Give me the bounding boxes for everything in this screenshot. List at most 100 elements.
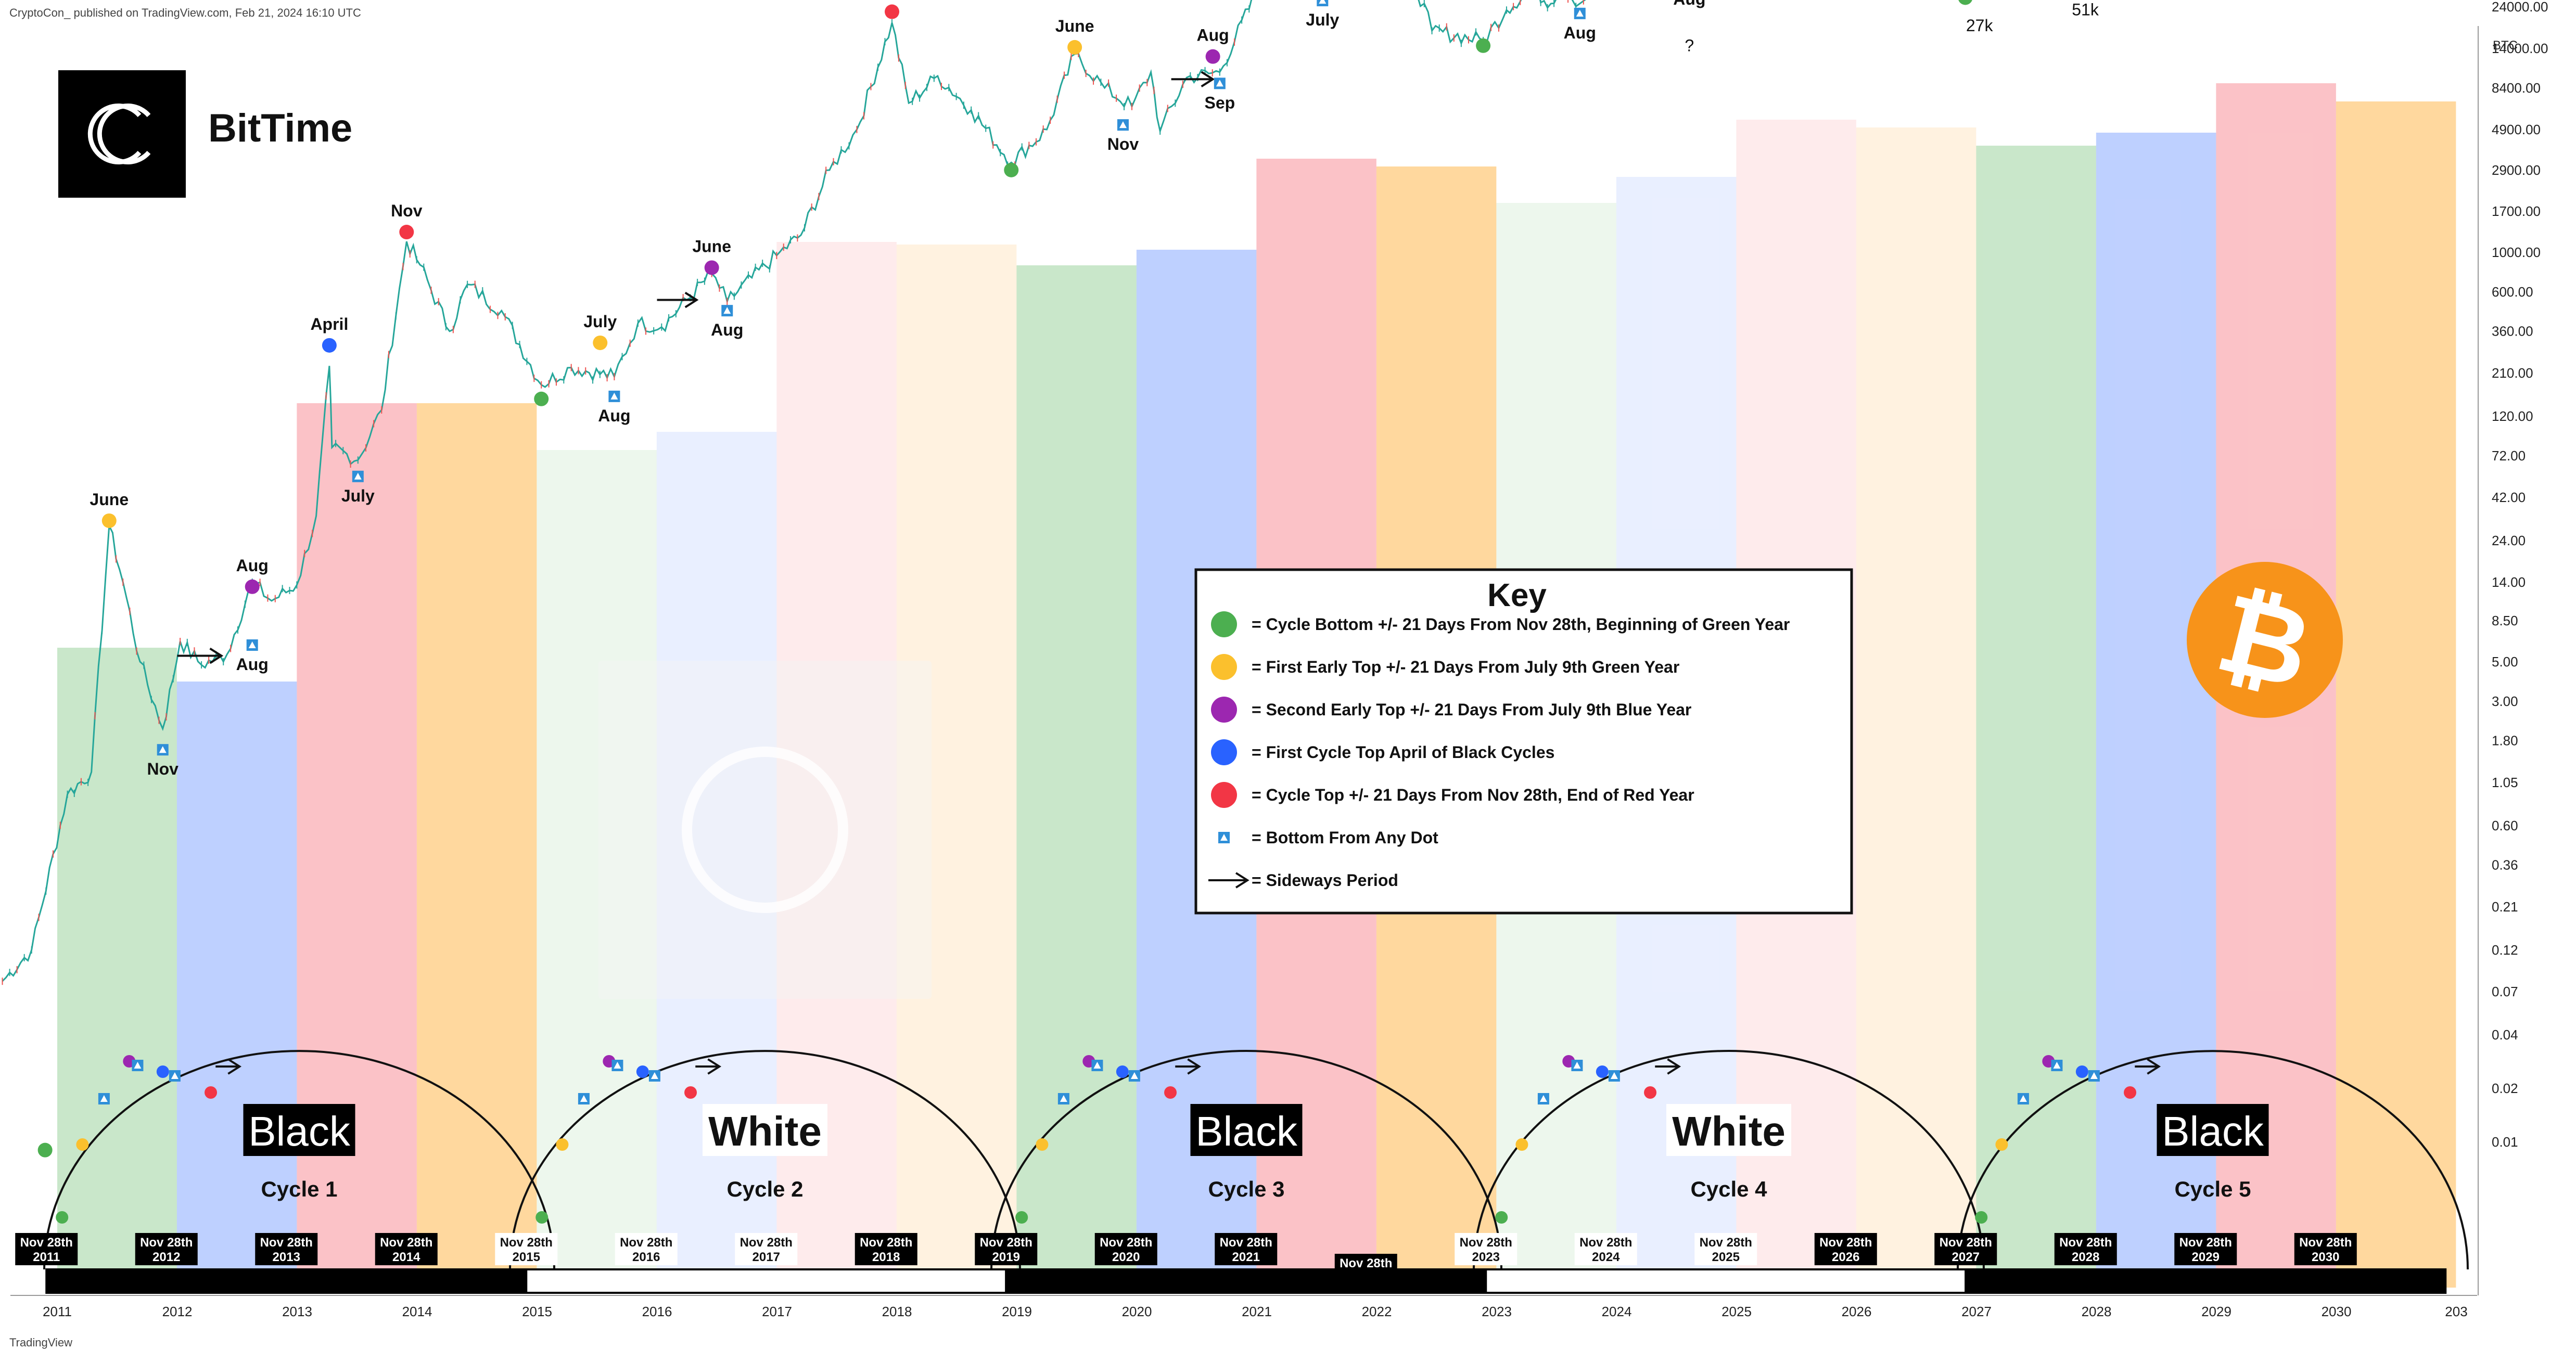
arc-yellow-dot <box>556 1138 569 1151</box>
key-legend: Key = Cycle Bottom +/- 21 Days From Nov … <box>1194 568 1853 915</box>
cycle-band <box>1016 265 1137 1288</box>
nov28-marker-text: Nov 28th <box>1220 1236 1272 1250</box>
cycle-arc <box>509 1050 1021 1270</box>
key-item-text: = First Cycle Top April of Black Cycles <box>1252 743 1554 762</box>
key-blue-marker <box>1211 739 1237 765</box>
y-tick-label: 1.05 <box>2492 775 2518 790</box>
arc-sideways-arrow <box>1655 1058 1681 1075</box>
arc-square <box>1128 1070 1140 1082</box>
x-tick-label: 2017 <box>762 1304 792 1319</box>
cycle-label: Cycle 3 <box>1208 1177 1284 1201</box>
y-tick-label: 24000.00 <box>2492 0 2548 15</box>
publish-info: CryptoCon_ published on TradingView.com,… <box>9 6 361 19</box>
nov28-marker-year: 2012 <box>152 1250 180 1264</box>
y-tick-label: 210.00 <box>2492 365 2533 381</box>
x-tick-label: 2025 <box>1721 1304 1752 1319</box>
yellow-dot <box>101 513 117 528</box>
x-tick-label: 203 <box>2445 1304 2467 1319</box>
annotation-text: ? <box>1685 36 1694 55</box>
nov28-marker-year: 2020 <box>1112 1250 1140 1264</box>
arc-yellow-dot <box>76 1138 89 1151</box>
nov28-marker-year: 2016 <box>632 1250 660 1264</box>
dot-label: June <box>692 237 731 255</box>
cycle-band <box>416 403 537 1288</box>
arc-square <box>2051 1060 2063 1071</box>
y-tick-label: 1.80 <box>2492 733 2518 749</box>
key-green-marker <box>1211 611 1237 637</box>
cycle-name: Black <box>2162 1108 2264 1154</box>
logo-c-icon <box>87 104 151 164</box>
x-tick-label: 2020 <box>1122 1304 1152 1319</box>
x-tick-label: 2029 <box>2201 1304 2231 1319</box>
nov28-marker-year: 2021 <box>1232 1250 1260 1264</box>
footer-brand: TradingView <box>9 1336 73 1349</box>
green-dot <box>534 391 549 406</box>
x-tick-label: 2028 <box>2082 1304 2112 1319</box>
x-tick-label: 2030 <box>2322 1304 2352 1319</box>
cycle-bar <box>1005 1268 1487 1294</box>
red-dot <box>399 225 414 240</box>
cycle-band <box>1856 127 1976 1288</box>
key-item-text: = Cycle Bottom +/- 21 Days From Nov 28th… <box>1252 615 1790 634</box>
arc-sideways-arrow <box>1175 1058 1202 1075</box>
sideways-arrows <box>177 71 1215 664</box>
x-tick-label: 2013 <box>282 1304 312 1319</box>
square-label: Nov <box>147 760 178 778</box>
nov28-marker-year: 2019 <box>992 1250 1020 1264</box>
bottom-markers <box>157 0 1586 756</box>
cycle-bands <box>57 83 2456 1288</box>
green-dot <box>1476 38 1491 53</box>
square-label: Aug <box>711 320 743 339</box>
arc-blue-dot <box>636 1065 649 1078</box>
nov28-marker-text: Nov 28th <box>140 1236 193 1250</box>
key-item-text: = Bottom From Any Dot <box>1252 828 1438 847</box>
arc-green-dot <box>1495 1211 1508 1224</box>
arc-blue-dot <box>2075 1065 2088 1078</box>
nov28-marker-year: 2025 <box>1712 1250 1740 1264</box>
green-dot <box>37 1142 53 1158</box>
dot-label: Aug <box>236 556 269 575</box>
annotation-text: 51k <box>2072 0 2099 19</box>
cycle-band <box>1976 146 2096 1288</box>
y-tick-label: 0.36 <box>2492 857 2518 873</box>
x-tick-label: 2027 <box>1961 1304 1992 1319</box>
nov28-marker-box <box>255 1233 318 1265</box>
nov28-marker-text: Nov 28th <box>2299 1236 2352 1250</box>
y-tick-label: 14000.00 <box>2492 41 2548 56</box>
y-tick-label: 600.00 <box>2492 284 2533 300</box>
nov28-marker-text: Nov 28th <box>740 1236 793 1250</box>
arc-green-dot <box>1975 1211 1988 1224</box>
cycle-arc <box>1957 1050 2469 1270</box>
arc-square <box>1057 1093 1069 1104</box>
cycle-bars <box>45 1268 2447 1294</box>
nov28-marker-box <box>1455 1233 1517 1265</box>
square-label: Aug <box>1564 23 1596 42</box>
nov28-marker-text: Nov 28th <box>1100 1236 1152 1250</box>
green-dot <box>1958 0 1972 5</box>
nov28-marker-year: 2026 <box>1832 1250 1859 1264</box>
x-axis: 2011 2012 2013 2014 2015 2016 2017 2018 2019 2020… <box>10 1295 2477 1319</box>
nov28-marker-text: Nov 28th <box>500 1236 553 1250</box>
nov28-marker-year: 2030 <box>2312 1250 2339 1264</box>
btc-price-line <box>2 0 1586 982</box>
nov28-marker-box <box>375 1233 438 1265</box>
square-label: July <box>1306 10 1339 29</box>
annotations: ??90 - 130k27k95k51k74k61k131k210k95k <box>1685 0 2183 55</box>
nov28-marker-box <box>495 1233 558 1265</box>
key-yellow-marker <box>1211 654 1237 680</box>
arc-square <box>169 1070 181 1082</box>
nov28-marker-text: Nov 28th <box>860 1236 912 1250</box>
key-purple-marker <box>1211 697 1237 723</box>
x-tick-label: 2012 <box>162 1304 193 1319</box>
y-tick-label: 120.00 <box>2492 408 2533 424</box>
dot-label: April <box>310 315 348 333</box>
arc-square <box>132 1060 144 1071</box>
nov28-marker-box <box>735 1233 798 1265</box>
logo-mark <box>58 70 186 198</box>
dot-label: June <box>1055 17 1094 35</box>
nov28-marker-box <box>1574 1233 1637 1265</box>
point-labels: JuneAugAprilNovJulyJuneDecJuneAugAprilNo… <box>90 0 1705 778</box>
arc-green-dot <box>56 1211 69 1224</box>
